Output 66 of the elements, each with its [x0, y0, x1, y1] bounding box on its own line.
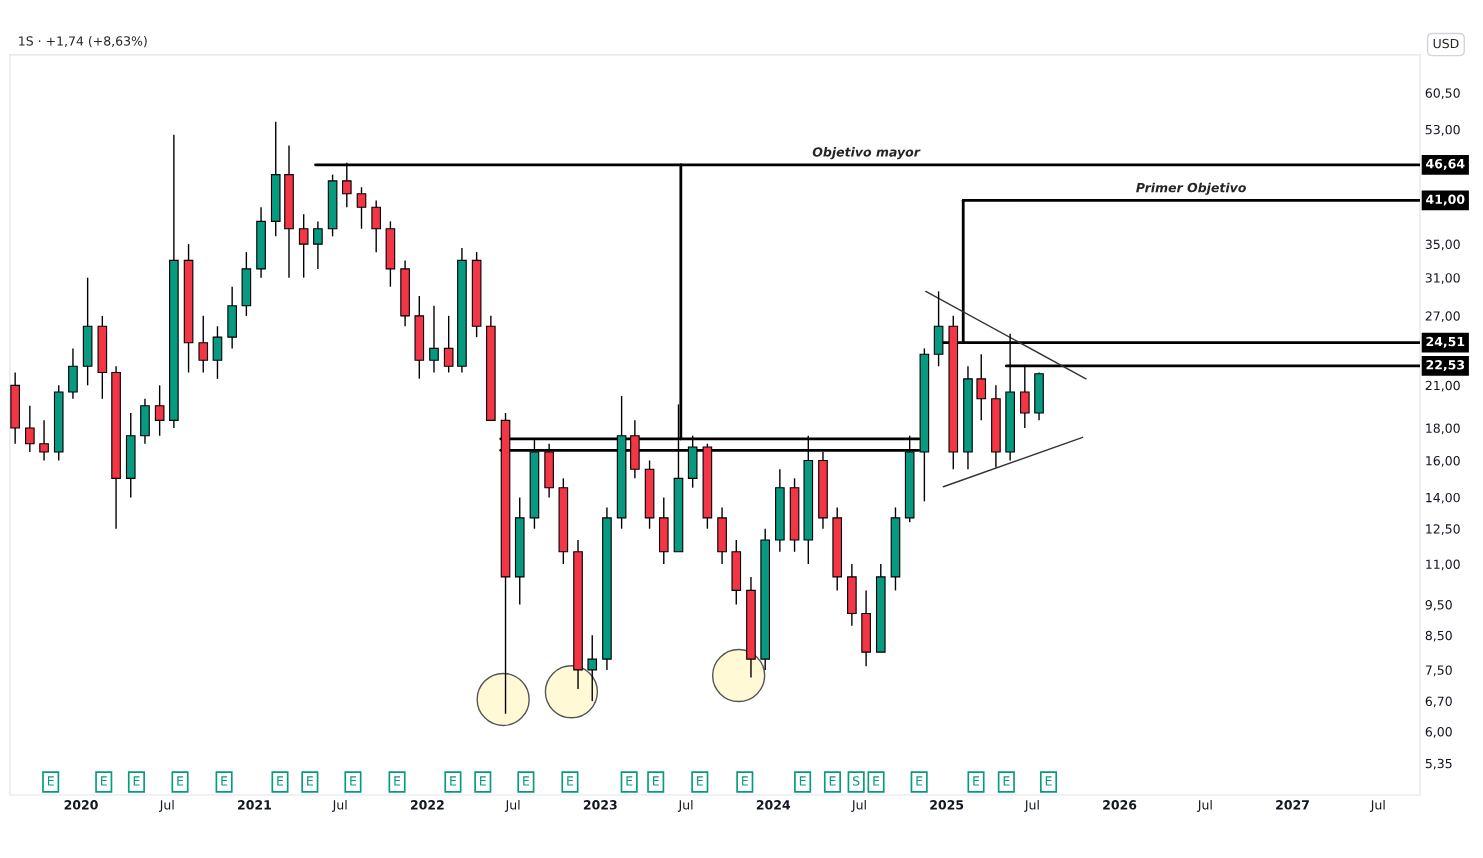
annotation: E — [307, 776, 313, 786]
y-tick-label: 8,50 — [1425, 630, 1452, 642]
annotation: E — [799, 776, 806, 786]
annotation: E — [626, 776, 633, 786]
x-tick-label: Jul — [504, 799, 520, 812]
y-tick-label: 6,70 — [1425, 696, 1452, 708]
y-tick-label: 16,00 — [1426, 455, 1460, 467]
y-tick-label: 11,00 — [1426, 559, 1460, 571]
annotation: E — [1045, 776, 1052, 786]
y-tick-label: 9,50 — [1425, 600, 1452, 611]
chart-title: 1S · +1,74 (+8,63%) — [19, 36, 147, 48]
x-tick-label: Jul — [677, 799, 693, 812]
annotation: E — [450, 776, 457, 786]
annotation: E — [697, 776, 703, 786]
annotation: E — [1003, 776, 1010, 786]
y-tick-label: 53,00 — [1425, 124, 1460, 136]
annotation: E — [653, 776, 659, 786]
x-tick-label: 2025 — [930, 800, 964, 810]
annotation: E — [101, 776, 107, 786]
y-tick-label: 12,50 — [1426, 524, 1460, 535]
y-axis-title: USD — [1433, 38, 1459, 49]
annotation: E — [829, 776, 836, 786]
annotation: E — [277, 776, 284, 786]
annotation: Primer Objetivo — [1136, 182, 1246, 195]
annotation: E — [350, 776, 357, 786]
x-tick-label: Jul — [851, 799, 866, 812]
y-tick-label: 35,00 — [1425, 239, 1460, 251]
annotation: E — [567, 776, 574, 786]
x-tick-label: Jul — [331, 799, 347, 812]
x-tick-label: 2020 — [64, 800, 98, 810]
annotation: E — [133, 776, 140, 786]
y-tick-label: 6,00 — [1425, 727, 1452, 738]
x-tick-label: 2024 — [756, 800, 791, 810]
x-tick-label: 2027 — [1276, 800, 1309, 810]
x-tick-label: Jul — [159, 799, 174, 812]
y-tick-label: 27,00 — [1425, 311, 1460, 323]
annotation: Objetivo mayor — [812, 147, 921, 160]
annotation: E — [480, 776, 486, 786]
x-tick-label: 2023 — [583, 800, 617, 810]
annotation: E — [523, 776, 530, 786]
y-tick-label: 31,00 — [1425, 273, 1460, 284]
y-tick-label: 18,00 — [1426, 423, 1460, 435]
x-tick-label: 2026 — [1103, 800, 1137, 810]
x-tick-label: Jul — [1370, 799, 1385, 812]
x-tick-label: 2022 — [410, 800, 444, 810]
y-tick-label: 21,00 — [1425, 380, 1460, 392]
legend-label: 22,53 — [1426, 360, 1465, 372]
annotation: E — [742, 776, 748, 786]
x-tick-label: Jul — [1024, 799, 1039, 812]
annotation: E — [221, 776, 228, 786]
series-label: 24,51 — [1426, 336, 1465, 348]
y-tick-label: 7,50 — [1425, 665, 1452, 677]
x-tick-label: Jul — [1197, 799, 1212, 812]
annotation: E — [973, 776, 980, 786]
annotation: E — [177, 776, 184, 786]
annotation: E — [47, 776, 54, 786]
annotation: E — [916, 776, 923, 786]
annotation: E — [873, 776, 880, 786]
series-label: 46,64 — [1426, 158, 1465, 170]
y-tick-label: 14,00 — [1426, 492, 1460, 504]
annotation: E — [394, 776, 401, 786]
x-tick-label: 2021 — [238, 800, 271, 810]
y-tick-label: 5,35 — [1425, 758, 1452, 770]
series-label: 41,00 — [1426, 194, 1465, 206]
annotation: S — [853, 776, 860, 786]
y-tick-label: 60,50 — [1425, 88, 1460, 100]
